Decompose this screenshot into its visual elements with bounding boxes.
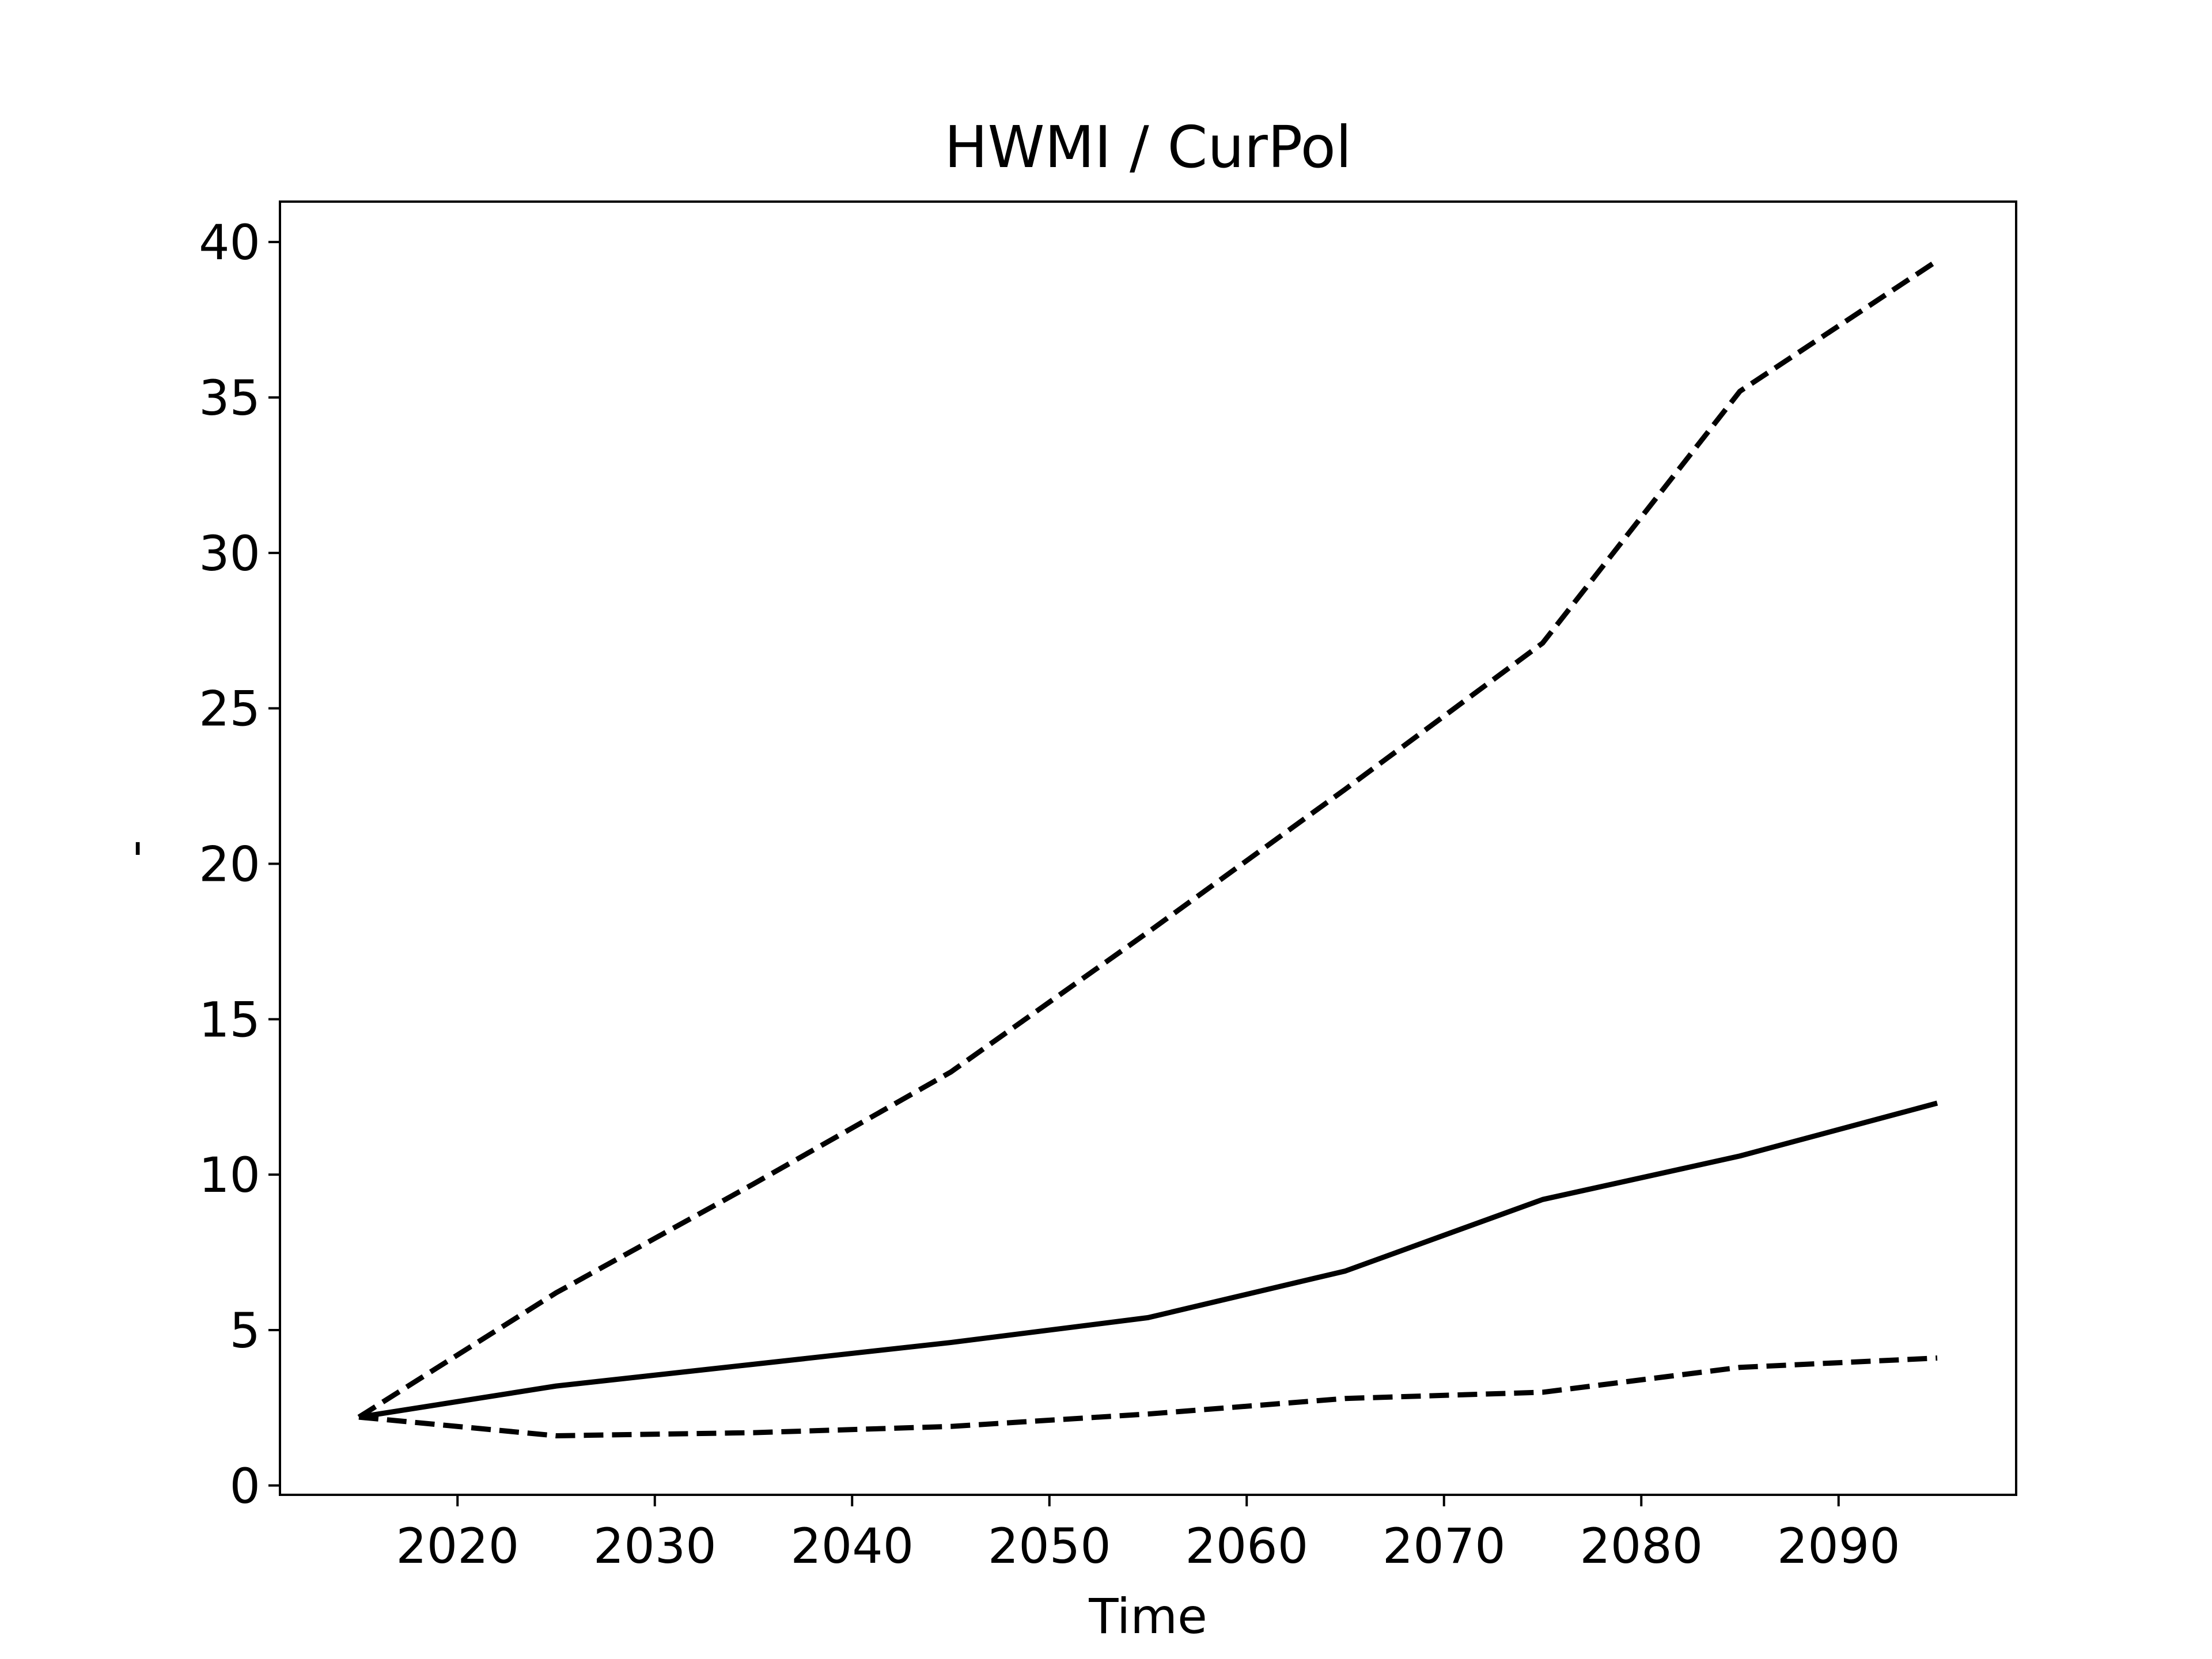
x-tick-label: 2060 <box>1185 1518 1308 1574</box>
y-tick-label: 20 <box>199 836 260 892</box>
y-tick-label: 5 <box>230 1302 260 1359</box>
x-tick-label: 2050 <box>988 1518 1111 1574</box>
data-line <box>358 1100 1938 1420</box>
y-tick-label: 35 <box>199 370 260 426</box>
y-tick-label: 10 <box>199 1147 260 1203</box>
y-tick-label: 40 <box>199 214 260 271</box>
chart-title: HWMI / CurPol <box>944 113 1351 181</box>
x-tick-label: 2080 <box>1580 1518 1703 1574</box>
y-tick-label: 25 <box>199 681 260 737</box>
y-tick-label: 15 <box>199 991 260 1048</box>
x-tick-label: 2020 <box>396 1518 519 1574</box>
plot-frame <box>279 200 2017 1496</box>
y-tick-label: 0 <box>230 1458 260 1514</box>
x-tick-label: 2070 <box>1382 1518 1506 1574</box>
x-tick-label: 2030 <box>593 1518 717 1574</box>
data-line <box>358 1355 1938 1438</box>
y-axis-label: - <box>106 840 162 857</box>
y-tick-label: 30 <box>199 525 260 582</box>
x-axis-label: Time <box>1088 1588 1207 1645</box>
x-tick-label: 2040 <box>790 1518 914 1574</box>
x-tick-label: 2090 <box>1777 1518 1900 1574</box>
